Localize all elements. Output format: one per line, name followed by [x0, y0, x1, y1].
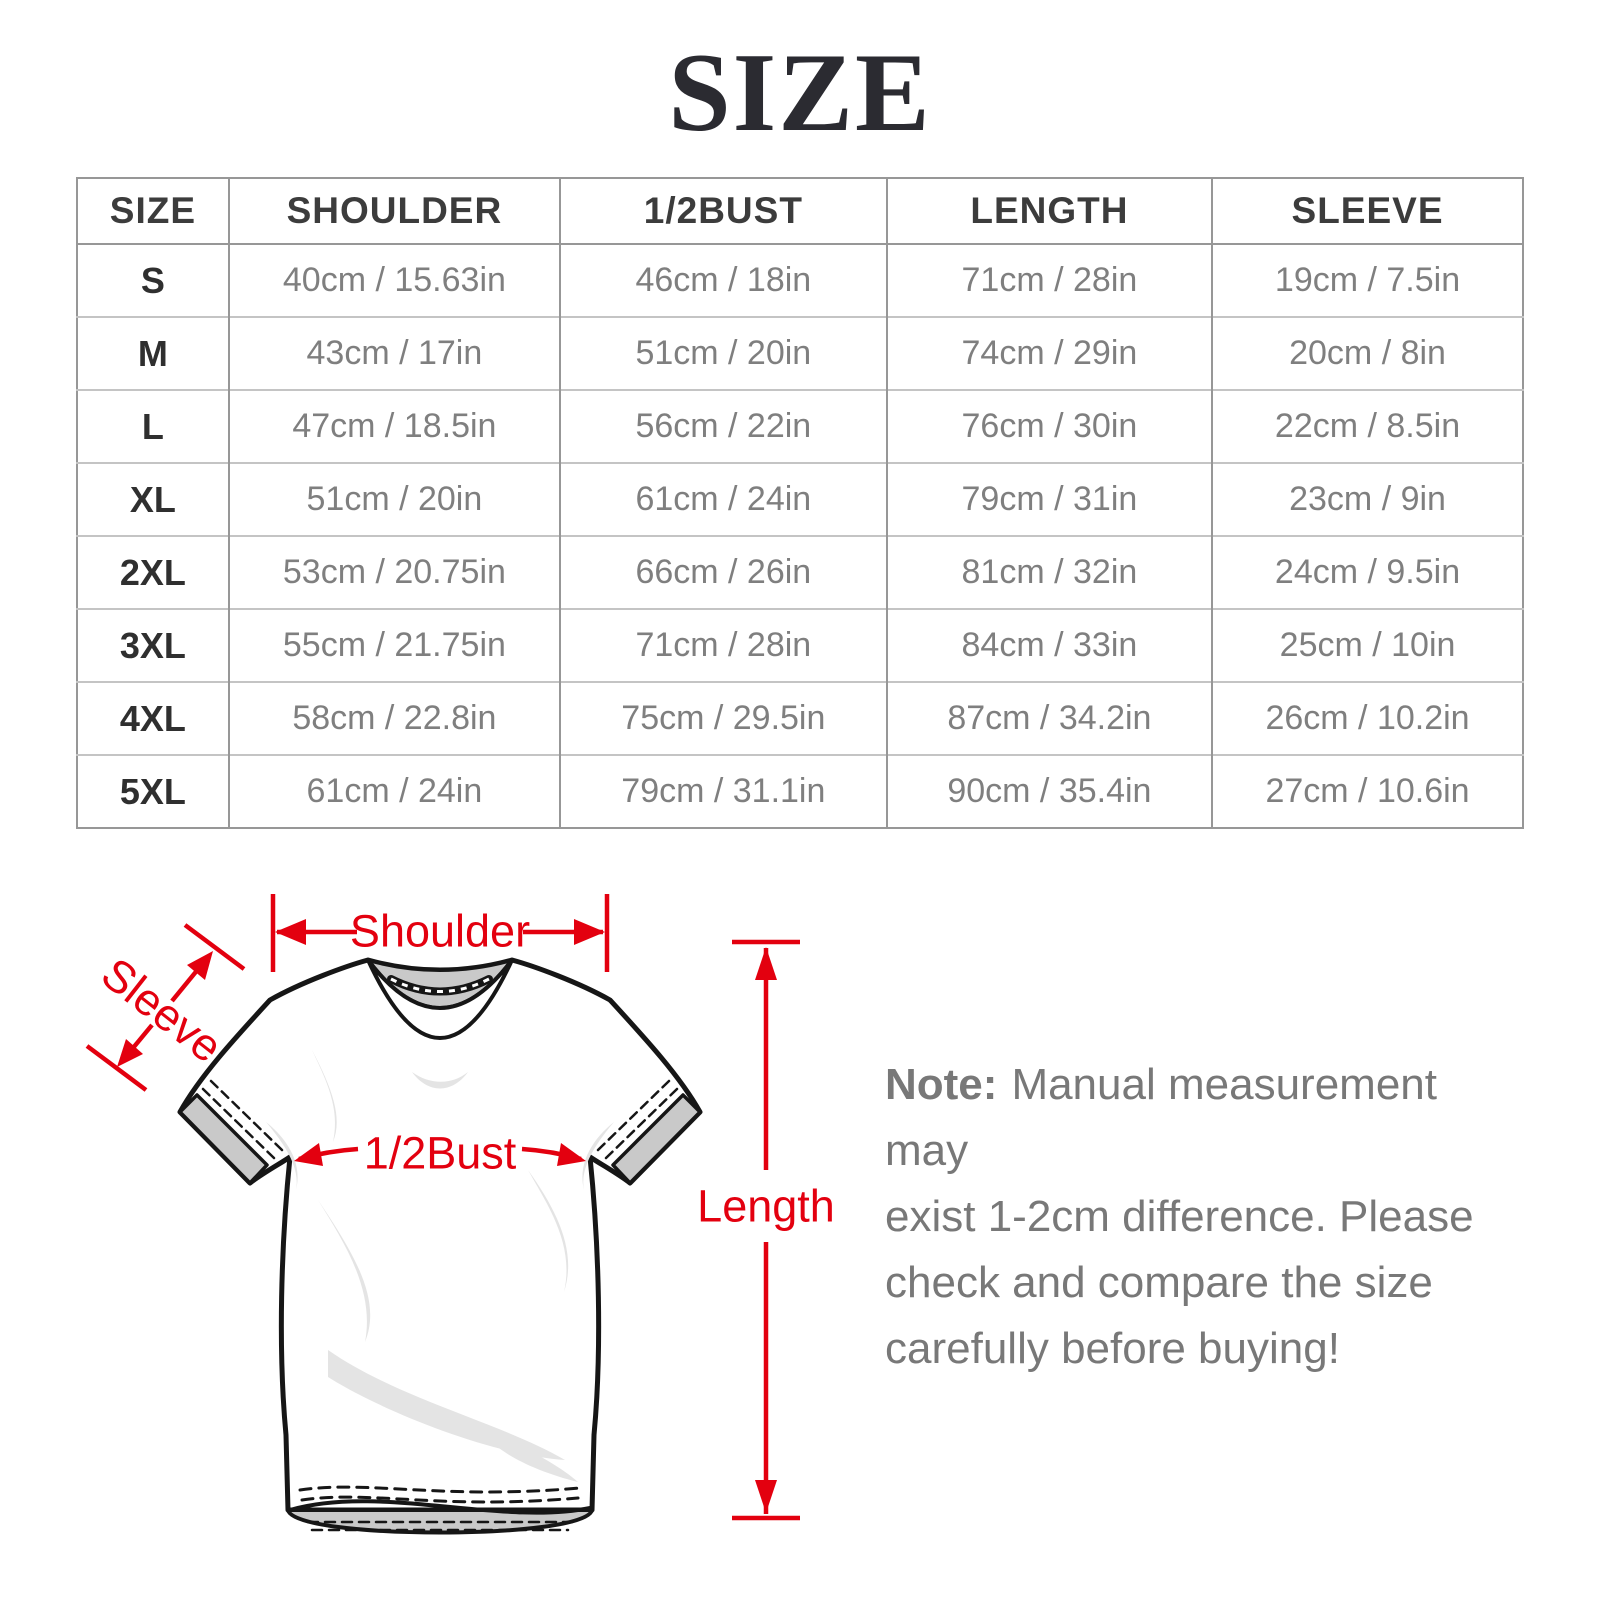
table-row: 3XL 55cm / 21.75in 71cm / 28in 84cm / 33in 2…: [77, 608, 1523, 682]
header-bust: 1/2BUST: [558, 178, 887, 245]
value-cell: 27cm / 10.6in: [1211, 754, 1523, 828]
value-cell: 84cm / 33in: [885, 608, 1213, 682]
header-shoulder: SHOULDER: [227, 178, 560, 245]
header-size: SIZE: [77, 178, 229, 245]
size-table-grid: SIZE SHOULDER 1/2BUST LENGTH SLEEVE S 40c…: [76, 177, 1524, 829]
size-cell: L: [77, 389, 229, 463]
value-cell: 75cm / 29.5in: [558, 681, 887, 755]
value-cell: 20cm / 8in: [1211, 316, 1523, 390]
table-row: 4XL 58cm / 22.8in 75cm / 29.5in 87cm / 34.2…: [77, 681, 1523, 755]
value-cell: 47cm / 18.5in: [227, 389, 560, 463]
value-cell: 51cm / 20in: [558, 316, 887, 390]
header-sleeve: SLEEVE: [1211, 178, 1523, 245]
value-cell: 22cm / 8.5in: [1211, 389, 1523, 463]
value-cell: 81cm / 32in: [885, 535, 1213, 609]
shoulder-label: Shoulder: [349, 905, 531, 957]
value-cell: 90cm / 35.4in: [885, 754, 1213, 828]
size-cell: XL: [77, 462, 229, 536]
shoulder-arrow: [270, 894, 610, 972]
value-cell: 56cm / 22in: [558, 389, 887, 463]
value-cell: 79cm / 31in: [885, 462, 1213, 536]
value-cell: 71cm / 28in: [885, 244, 1213, 317]
value-cell: 61cm / 24in: [227, 754, 560, 828]
table-row: XL 51cm / 20in 61cm / 24in 79cm / 31in 23cm …: [77, 462, 1523, 536]
header-length: LENGTH: [885, 178, 1213, 245]
note-prefix: Note:: [885, 1060, 998, 1109]
value-cell: 61cm / 24in: [558, 462, 887, 536]
page-title: SIZE: [668, 31, 932, 155]
value-cell: 51cm / 20in: [227, 462, 560, 536]
value-cell: 25cm / 10in: [1211, 608, 1523, 682]
note-line-2: exist 1-2cm difference. Please: [885, 1192, 1474, 1241]
value-cell: 76cm / 30in: [885, 389, 1213, 463]
table-row: 2XL 53cm / 20.75in 66cm / 26in 81cm / 32in 2…: [77, 535, 1523, 609]
size-cell: M: [77, 316, 229, 390]
value-cell: 87cm / 34.2in: [885, 681, 1213, 755]
value-cell: 79cm / 31.1in: [558, 754, 887, 828]
fabric-shading: [266, 1050, 614, 1482]
size-cell: 2XL: [77, 535, 229, 609]
note-line-1-text: Manual measurement may: [885, 1060, 1437, 1175]
size-cell: 5XL: [77, 754, 229, 828]
value-cell: 53cm / 20.75in: [227, 535, 560, 609]
note-line-4: carefully before buying!: [885, 1324, 1340, 1373]
length-label: Length: [697, 1180, 835, 1232]
table-header-row: SIZE SHOULDER 1/2BUST LENGTH SLEEVE: [77, 178, 1523, 245]
bust-arrow: [294, 1143, 586, 1166]
table-row: 5XL 61cm / 24in 79cm / 31.1in 90cm / 35.4in…: [77, 754, 1523, 828]
size-cell: S: [140, 259, 165, 301]
tshirt-hem: [286, 1485, 594, 1535]
size-cell: 4XL: [77, 681, 229, 755]
size-cell: 3XL: [77, 608, 229, 682]
tshirt-collar: [366, 958, 514, 1040]
value-cell: 55cm / 21.75in: [227, 608, 560, 682]
table-row: M 43cm / 17in 51cm / 20in 74cm / 29in 20cm /…: [77, 316, 1523, 390]
note-line-1: Note: Manual measurement may: [885, 1052, 1525, 1184]
tshirt-diagram: Shoulder Sleeve 1/2Bust Length: [60, 870, 860, 1570]
value-cell: 43cm / 17in: [227, 316, 560, 390]
bust-label: 1/2Bust: [363, 1127, 517, 1179]
note-line-3: check and compare the size: [885, 1258, 1433, 1307]
sleeve-arrow: [85, 923, 246, 1092]
sleeve-cuffs: [178, 1079, 702, 1185]
value-cell: 71cm / 28in: [558, 608, 887, 682]
table-row: S 40cm / 15.63in 46cm / 18in 71cm / 28in 19c…: [77, 244, 1523, 317]
value-cell: 66cm / 26in: [558, 535, 887, 609]
value-cell: 46cm / 18in: [558, 244, 887, 317]
value-cell: 23cm / 9in: [1211, 462, 1523, 536]
value-cell: 40cm / 15.63in: [227, 244, 560, 317]
note-text: Note: Manual measurement may exist 1-2cm …: [885, 1052, 1525, 1382]
size-table: SIZE SHOULDER 1/2BUST LENGTH SLEEVE S 40c…: [76, 177, 1524, 829]
value-cell: 24cm / 9.5in: [1211, 535, 1523, 609]
table-row: L 47cm / 18.5in 56cm / 22in 76cm / 30in 22cm…: [77, 389, 1523, 463]
length-arrow: [732, 939, 800, 1521]
value-cell: 74cm / 29in: [885, 316, 1213, 390]
value-cell: 58cm / 22.8in: [227, 681, 560, 755]
tshirt-drawing: [85, 894, 800, 1535]
value-cell: 19cm / 7.5in: [1211, 244, 1523, 317]
tshirt-body: [177, 957, 703, 1513]
value-cell: 26cm / 10.2in: [1211, 681, 1523, 755]
size-table-body: S 40cm / 15.63in 46cm / 18in 71cm / 28in 19c…: [77, 244, 1523, 828]
